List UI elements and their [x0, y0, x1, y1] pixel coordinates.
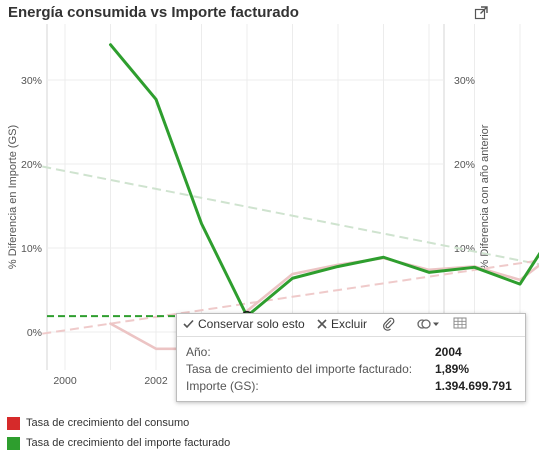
- left-tick-label: 0%: [27, 327, 42, 339]
- right-tick-label: 20%: [454, 159, 475, 171]
- chart-title: Energía consumida vs Importe facturado: [8, 4, 299, 21]
- grid-layer: [46, 24, 521, 370]
- legend: Tasa de crecimiento del consumo Tasa de …: [7, 416, 230, 456]
- paperclip-icon: [383, 317, 395, 331]
- legend-label: Tasa de crecimiento del consumo: [26, 417, 190, 429]
- tooltip-row-value: 1,89%: [435, 362, 470, 376]
- legend-swatch: [7, 436, 20, 450]
- left-tick-label: 20%: [21, 159, 42, 171]
- table-icon: [453, 317, 467, 329]
- check-icon: [183, 319, 194, 329]
- expand-icon[interactable]: [474, 6, 488, 20]
- tooltip-row-label: Importe (GS):: [186, 379, 259, 393]
- left-axis-title: % Diferencia en Importe (GS): [7, 125, 19, 269]
- right-tick-label: 10%: [454, 243, 475, 255]
- keep-only-label: Conservar solo esto: [198, 317, 305, 331]
- tooltip: Conservar solo esto Excluir: [176, 313, 526, 402]
- x-tick-label: 2002: [144, 375, 168, 387]
- exclude-label: Excluir: [331, 317, 368, 331]
- trend-line: [42, 165, 539, 266]
- group-members-icon: [417, 319, 439, 329]
- group-dropdown-button[interactable]: [417, 317, 441, 331]
- legend-item[interactable]: Tasa de crecimiento del importe facturad…: [7, 436, 230, 450]
- legend-item[interactable]: Tasa de crecimiento del consumo: [7, 416, 230, 430]
- tooltip-row-label: Año:: [186, 345, 211, 359]
- right-tick-label: 30%: [454, 75, 475, 87]
- exclude-button[interactable]: Excluir: [317, 317, 367, 331]
- keep-only-button[interactable]: Conservar solo esto: [183, 317, 305, 331]
- view-data-button[interactable]: [453, 317, 467, 329]
- left-tick-label: 30%: [21, 75, 42, 87]
- series-line-importe: [109, 43, 539, 318]
- tooltip-row-label: Tasa de crecimiento del importe facturad…: [186, 362, 413, 376]
- right-axis-title: % Diferencia con año anterior: [479, 124, 491, 269]
- close-icon: [317, 319, 327, 329]
- tooltip-row-value: 1.394.699.791: [435, 379, 512, 393]
- x-tick-label: 2000: [53, 375, 77, 387]
- legend-label: Tasa de crecimiento del importe facturad…: [26, 437, 231, 449]
- attach-button[interactable]: [382, 317, 396, 331]
- left-tick-label: 10%: [21, 243, 42, 255]
- chart-area: 30% 20% 10% 0% 30% 20% 10% 2000 2002 2004 % Difer…: [7, 24, 539, 387]
- legend-swatch: [7, 416, 20, 430]
- tooltip-toolbar: Conservar solo esto Excluir: [177, 314, 525, 337]
- tooltip-row-value: 2004: [435, 345, 462, 359]
